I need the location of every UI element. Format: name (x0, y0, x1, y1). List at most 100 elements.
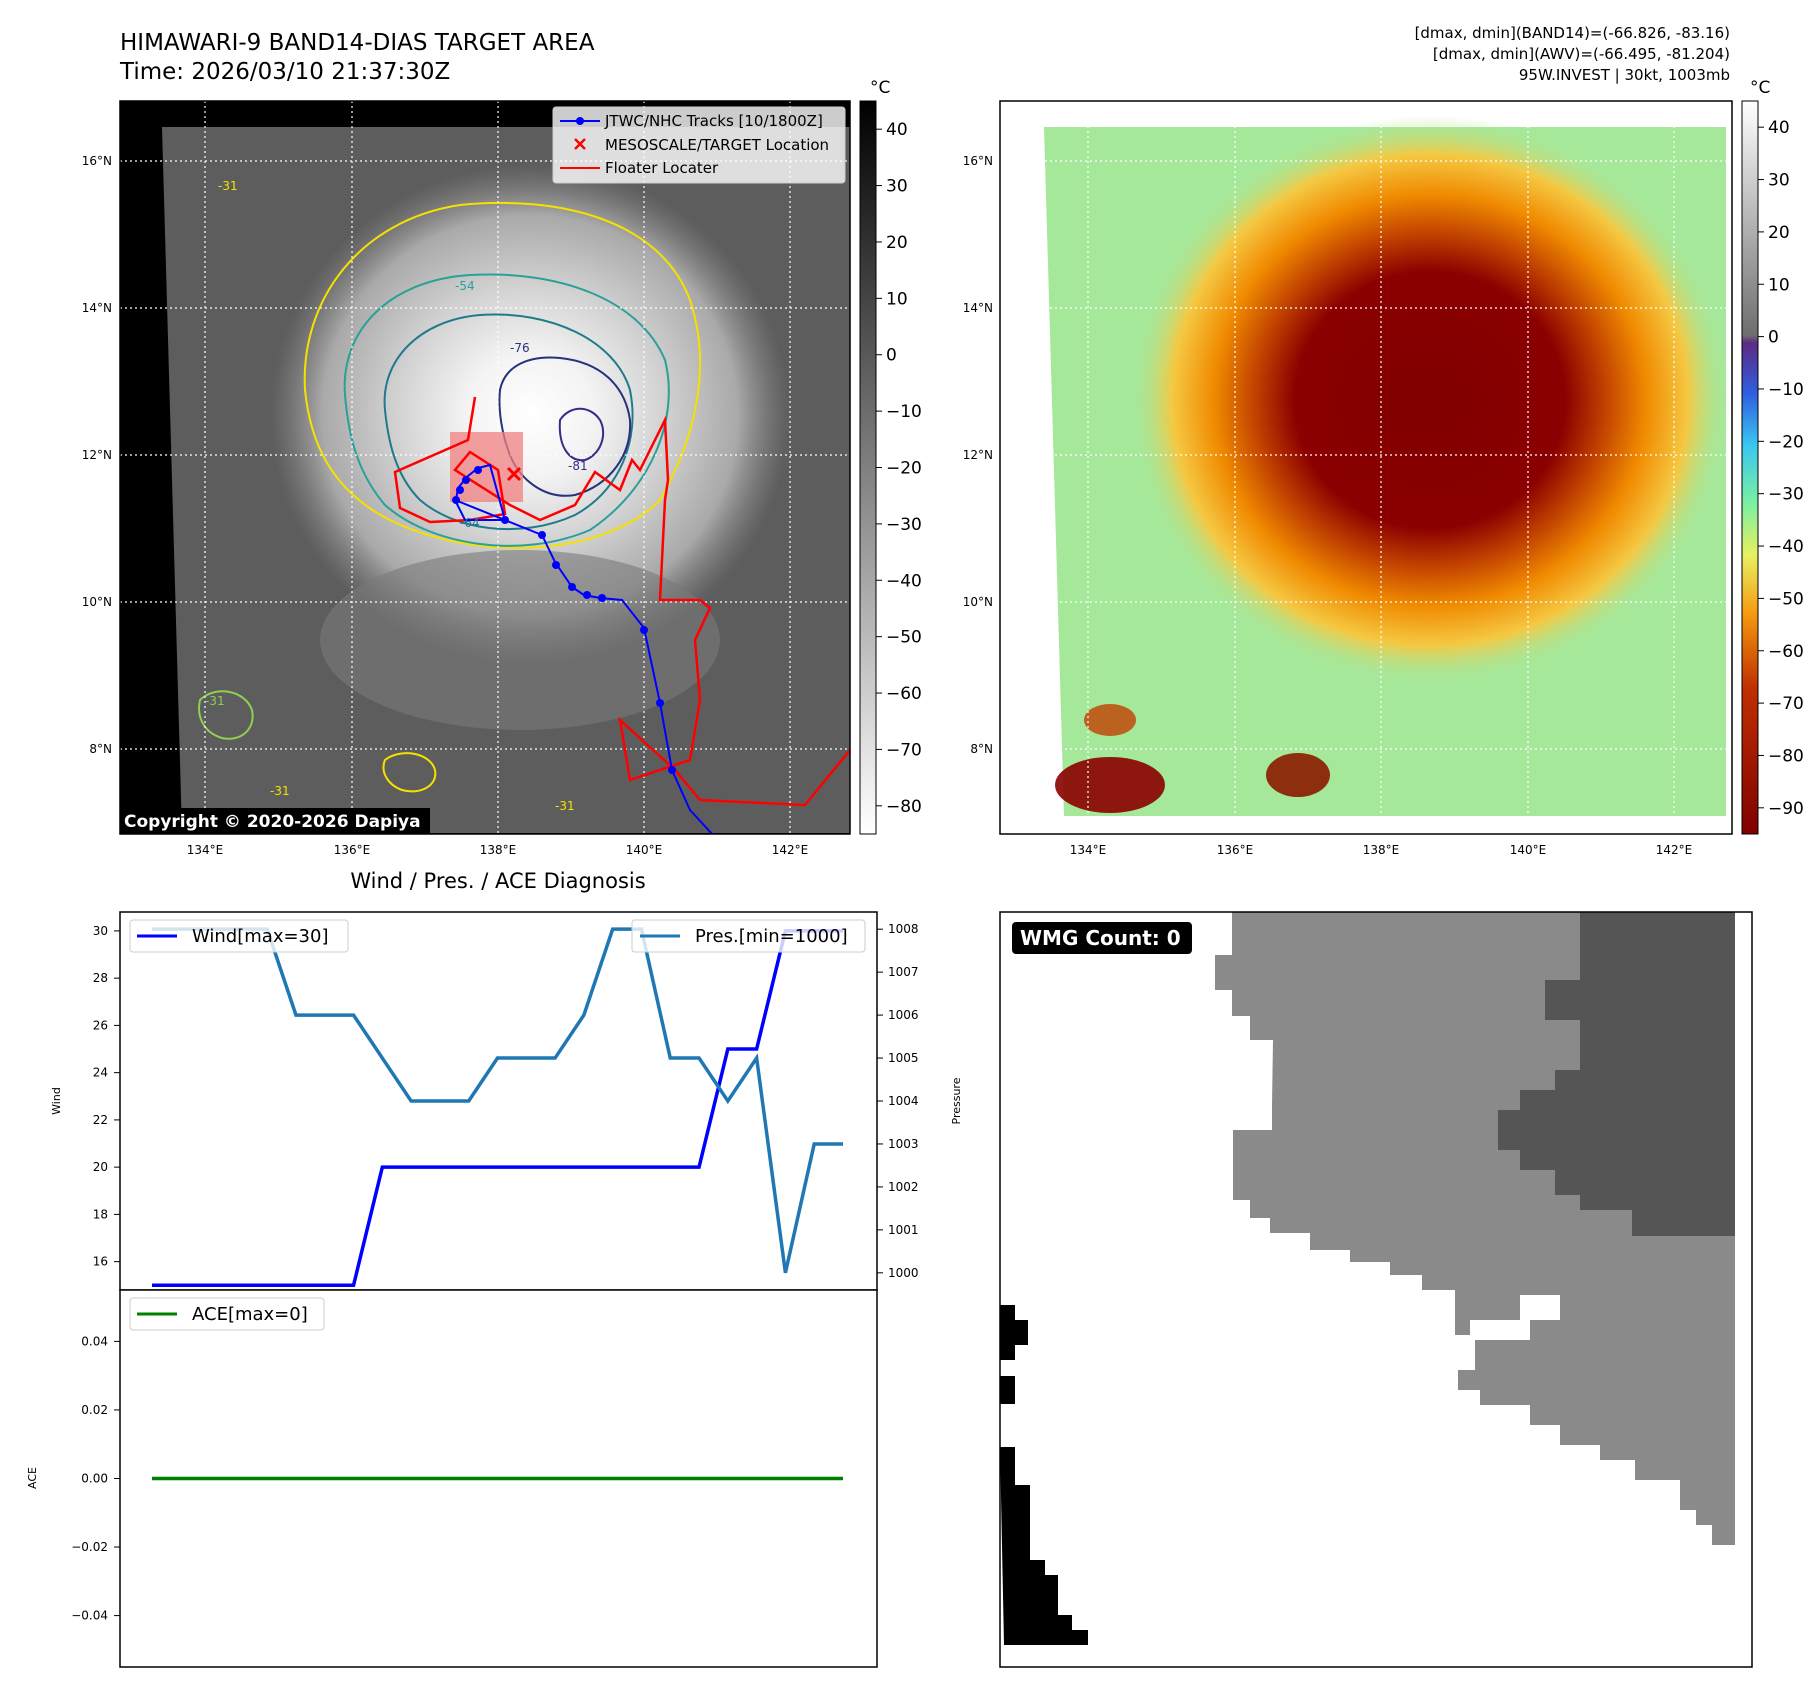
pres-tick-label: 1002 (888, 1180, 919, 1194)
ir-lat-8: 8°N (89, 742, 112, 756)
ir-lon-140: 140°E (626, 843, 663, 857)
pres-y-ticks: 1008 1007 1006 1005 1004 1003 1002 1001 1000 (877, 922, 919, 1280)
ir-map-frame (119, 100, 851, 835)
colorbar-tick-label: 30 (886, 177, 908, 197)
wind-tick-label: 22 (93, 1113, 108, 1127)
contour-label-76: -76 (510, 341, 530, 355)
awv-lat-10: 10°N (963, 595, 993, 609)
awv-lon-142: 142°E (1656, 843, 1693, 857)
awv-blob-s (1266, 753, 1330, 797)
diag-title: Wind / Pres. / ACE Diagnosis (350, 869, 645, 893)
title-line1: HIMAWARI-9 BAND14-DIAS TARGET AREA (120, 30, 595, 56)
info-line2: [dmax, dmin](AWV)=(-66.495, -81.204) (1433, 45, 1730, 63)
target-location-marker (506, 466, 522, 482)
awv-gridlines (1000, 101, 1732, 834)
awv-lat-ticks: 16°N 14°N 12°N 10°N 8°N (963, 154, 993, 756)
pres-tick-label: 1003 (888, 1137, 919, 1151)
ir-lat-16: 16°N (82, 154, 112, 168)
contour-label-31-d: -31 (555, 799, 575, 813)
ace-axis-label: ACE (26, 1467, 39, 1489)
contour-small-s (382, 752, 437, 793)
colorbar-tick-label: −30 (886, 515, 922, 535)
awv-core (1130, 115, 1730, 685)
ir-gridlines (120, 101, 850, 834)
awv-map-frame (999, 100, 1733, 835)
wmg-frame (999, 911, 1753, 1668)
wind-tick-label: 30 (93, 924, 108, 938)
colorbar-tick-label: −50 (1768, 589, 1804, 609)
ace-legend-box (129, 1297, 325, 1331)
wmg-count-badge (1012, 922, 1192, 954)
contour-label-81: -81 (568, 459, 588, 473)
pres-tick-label: 1008 (888, 922, 919, 936)
wind-legend: Wind[max=30] (129, 919, 349, 953)
ir-colorbar (859, 100, 877, 835)
colorbar-tick-label: −80 (1768, 746, 1804, 766)
colorbar-tick-label: −10 (886, 402, 922, 422)
pres-tick-label: 1004 (888, 1094, 919, 1108)
colorbar-tick-label: −60 (1768, 642, 1804, 662)
contour-minus81 (558, 407, 605, 462)
colorbar-tick-label: −20 (1768, 432, 1804, 452)
colorbar-tick-label: 20 (886, 233, 908, 253)
pres-tick-label: 1006 (888, 1008, 919, 1022)
pres-legend: Pres.[min=1000] (631, 919, 866, 953)
colorbar-tick-label: −40 (886, 571, 922, 591)
awv-colorbar (1741, 100, 1759, 835)
wind-tick-label: 24 (93, 1066, 108, 1080)
awv-lat-12: 12°N (963, 448, 993, 462)
colorbar-tick-label: 20 (1768, 223, 1790, 243)
wind-series-line (152, 929, 843, 1288)
contour-label-31-c: -31 (270, 784, 290, 798)
pres-tick-label: 1007 (888, 965, 919, 979)
colorbar-tick-label: −70 (886, 740, 922, 760)
legend-target-label: MESOSCALE/TARGET Location (605, 136, 829, 154)
colorbar-tick-label: 0 (1768, 328, 1779, 348)
pres-legend-box (631, 919, 866, 953)
colorbar-tick-label: 40 (1768, 118, 1790, 138)
awv-lat-8: 8°N (970, 742, 993, 756)
contour-minus64 (383, 313, 634, 531)
ace-tick-label: 0.04 (81, 1334, 108, 1348)
colorbar-tick-label: −50 (886, 628, 922, 648)
ir-colorbar-unit: °C (870, 78, 890, 98)
wmg-panel: WMG Count: 0 (999, 911, 1753, 1668)
awv-lon-134: 134°E (1070, 843, 1107, 857)
ace-legend-label: ACE[max=0] (192, 1304, 308, 1325)
colorbar-tick-label: −20 (886, 459, 922, 479)
awv-colorbar-unit: °C (1750, 78, 1770, 98)
ir-lon-ticks: 134°E 136°E 138°E 140°E 142°E (187, 843, 809, 857)
ir-colorbar-ticks: 40 30 20 10 0 −10 −20 −30 −40 −50 −60 −70 −80 (876, 120, 922, 817)
ace-tick-label: 0.02 (81, 1403, 108, 1417)
wind-tick-label: 28 (93, 971, 108, 985)
wind-legend-box (129, 919, 349, 953)
ace-tick-label: 0.00 (81, 1472, 108, 1486)
contour-minus54 (343, 273, 670, 547)
ir-cloud-mass (270, 165, 790, 665)
ir-lat-ticks: 16°N 14°N 12°N 10°N 8°N (82, 154, 112, 756)
awv-map-panel (1000, 101, 1732, 834)
awv-lat-14: 14°N (963, 301, 993, 315)
legend-floater-label: Floater Locater (605, 159, 719, 177)
colorbar-tick-label: 10 (1768, 275, 1790, 295)
awv-lon-ticks: 134°E 136°E 138°E 140°E 142°E (1070, 843, 1693, 857)
colorbar-tick-label: −90 (1768, 799, 1804, 819)
colorbar-tick-label: −70 (1768, 694, 1804, 714)
copyright-box (120, 808, 430, 834)
contour-minus31 (303, 201, 701, 549)
pressure-axis-label: Pressure (950, 1077, 963, 1124)
ir-legend-box (552, 106, 846, 184)
info-line3: 95W.INVEST | 30kt, 1003mb (1519, 66, 1730, 84)
info-line1: [dmax, dmin](BAND14)=(-66.826, -83.16) (1415, 24, 1730, 42)
pres-legend-label: Pres.[min=1000] (695, 926, 848, 947)
ir-lat-14: 14°N (82, 301, 112, 315)
jtwc-track-points (452, 466, 676, 774)
awv-lon-136: 136°E (1217, 843, 1254, 857)
wmg-dark-region (1498, 912, 1735, 1236)
ace-tick-label: −0.04 (71, 1609, 108, 1623)
wmg-black-region (1000, 1305, 1088, 1645)
wind-tick-label: 20 (93, 1160, 108, 1174)
pres-tick-label: 1001 (888, 1223, 919, 1237)
wind-y-ticks: 30 28 26 24 22 20 18 16 (93, 924, 120, 1269)
